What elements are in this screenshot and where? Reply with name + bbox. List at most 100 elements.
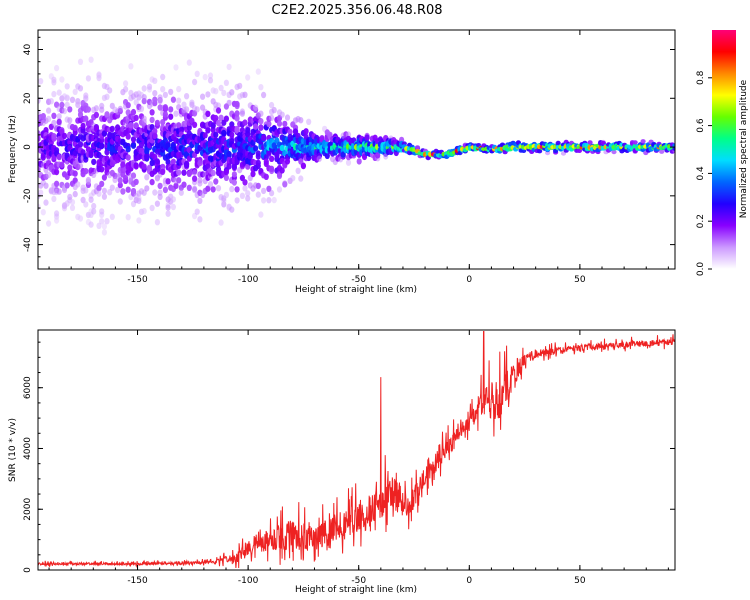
spectrogram-cell (125, 154, 131, 161)
spectrogram-y-tick-label: 20 (23, 92, 33, 104)
spectrogram-y-tick-label: 0 (23, 144, 33, 150)
spectrogram-cell (80, 127, 86, 134)
spectrogram-cell (290, 175, 296, 182)
spectrogram-cell (168, 106, 174, 113)
spectrogram-cell (125, 102, 131, 109)
spectrogram-cell (77, 141, 84, 148)
spectrogram-cell (72, 170, 78, 177)
spectrogram-cell (176, 97, 182, 104)
spectrogram-cell (43, 182, 49, 189)
spectrogram-cell (205, 91, 211, 98)
spectrogram-cell (298, 117, 304, 124)
spectrogram-cell (157, 182, 163, 190)
spectrogram-cell (88, 56, 94, 63)
spectrogram-cell (130, 136, 137, 143)
spectrogram-cell (207, 72, 214, 79)
spectrogram-cell (96, 222, 102, 229)
spectrogram-cell (128, 122, 134, 129)
spectrogram-cell (101, 223, 107, 230)
spectrogram-cell (54, 210, 60, 217)
spectrogram-cell (69, 96, 76, 104)
spectrogram-cell (178, 189, 184, 196)
spectrogram-cell (130, 142, 137, 149)
spectrogram-cell (184, 160, 190, 168)
spectrogram-cell (258, 110, 264, 117)
snr-x-tick-label: -50 (351, 576, 366, 586)
spectrogram-cell (226, 163, 232, 170)
spectrogram-cell (242, 91, 248, 99)
spectrogram-cell (231, 163, 237, 171)
spectrogram-cell (67, 164, 73, 171)
spectrogram-cell (255, 150, 261, 157)
spectrogram-cell (56, 89, 62, 96)
spectrogram-cell (72, 190, 78, 198)
spectrogram-cell (261, 197, 267, 204)
spectrogram-cell (276, 186, 283, 193)
spectrogram-cell (80, 122, 86, 130)
spectrogram-cell (99, 180, 105, 188)
spectrogram-cell (109, 213, 115, 220)
spectrogram-cell (152, 189, 158, 196)
spectrogram-cell (149, 204, 155, 212)
spectrogram-cell (154, 158, 160, 165)
colorbar-tick-label: 0.2 (696, 214, 706, 228)
spectrogram-cell (101, 193, 107, 200)
spectrogram-cell (157, 97, 163, 105)
spectrogram-cell (226, 63, 232, 71)
spectrogram-cell (104, 218, 110, 225)
snr-x-tick-label: -150 (127, 576, 148, 586)
spectrogram-cell (258, 124, 264, 131)
spectrogram-cell (69, 199, 76, 206)
spectrogram-cell (383, 153, 389, 160)
spectrogram-cell (266, 185, 272, 192)
spectrogram-cell (234, 115, 240, 122)
spectrogram-cell (125, 214, 131, 221)
spectrogram-cell (545, 150, 551, 156)
spectrogram-cell (269, 189, 275, 197)
spectrogram-cell (234, 125, 240, 133)
spectrogram-cell (207, 181, 214, 188)
spectrogram-cell (117, 105, 123, 113)
spectrogram-cell (133, 122, 139, 129)
spectrogram-cell (213, 178, 219, 185)
spectrogram-cell (263, 160, 269, 168)
spectrogram-cell (170, 96, 176, 103)
spectrogram-cell (298, 175, 304, 182)
spectrogram-cell (261, 91, 267, 99)
spectrogram-cell (207, 77, 214, 84)
spectrogram-cell (189, 99, 195, 106)
spectrogram-cell (218, 84, 224, 92)
spectrogram-cell (54, 180, 60, 187)
spectrogram-cell (192, 78, 198, 86)
spectrogram-cell (229, 131, 235, 138)
spectrogram-cell (46, 107, 52, 114)
spectrogram-cell (144, 174, 150, 181)
spectrogram-cell (255, 68, 261, 75)
spectrogram-cell (40, 209, 46, 216)
spectrogram-x-label: Height of straight line (km) (295, 285, 417, 295)
spectrogram-cell (215, 107, 222, 114)
spectrogram-cell (152, 128, 158, 135)
spectrogram-cell (205, 185, 211, 192)
spectrogram-cell (99, 208, 105, 215)
spectrogram-cell (229, 89, 235, 96)
spectrogram-cell (165, 204, 171, 211)
spectrogram-cell (64, 101, 70, 109)
spectrogram-cell (104, 93, 110, 101)
spectrogram-cell (107, 189, 113, 196)
spectrogram-cell (51, 112, 57, 120)
spectrogram-cell (173, 110, 179, 117)
spectrogram-cell (51, 133, 57, 140)
spectrogram-cell (226, 99, 232, 107)
spectrogram-cell (176, 122, 182, 129)
spectrogram-cell (186, 59, 192, 66)
spectrogram-cell (136, 217, 142, 224)
spectrogram-cell (184, 106, 190, 113)
snr-y-axis: 0 2000 4000 6000 (23, 341, 675, 573)
spectrogram-cell (101, 229, 107, 236)
spectrogram-cell (210, 169, 216, 177)
spectrogram-cell (245, 190, 251, 197)
spectrogram-cell (245, 195, 251, 202)
spectrogram-cell (107, 87, 113, 94)
spectrogram-cell (223, 79, 229, 87)
